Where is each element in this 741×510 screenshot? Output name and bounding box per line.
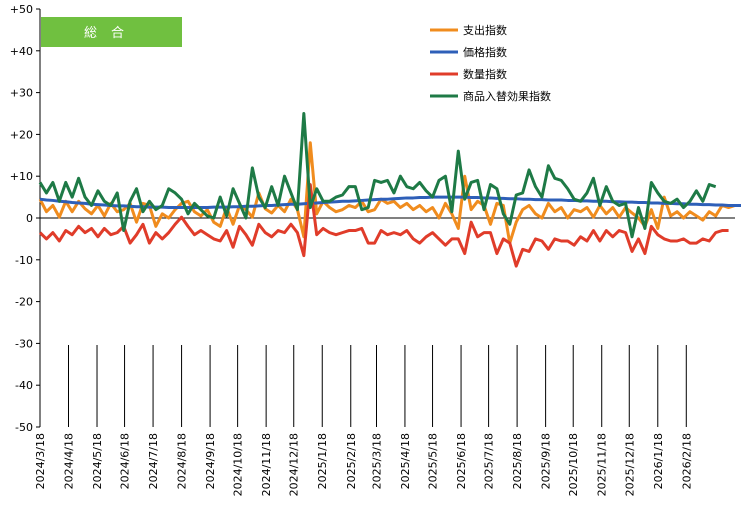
legend-label-1: 価格指数 [463, 45, 507, 59]
x-tick-label: 2024/8/18 [176, 433, 189, 489]
title-badge: 総合 [41, 17, 182, 47]
x-tick-label: 2025/12/18 [623, 433, 636, 496]
x-tick-label: 2024/7/18 [147, 433, 160, 489]
y-tick-label: -40 [15, 379, 33, 392]
x-tick-label: 2025/3/18 [370, 433, 383, 489]
y-tick-label: -20 [15, 296, 33, 309]
x-tick-label: 2025/1/18 [316, 433, 329, 489]
x-tick-label: 2024/11/18 [260, 433, 273, 496]
x-tick-label: 2025/11/18 [596, 433, 609, 496]
legend-label-0: 支出指数 [463, 23, 507, 37]
y-tick-label: +40 [10, 45, 33, 58]
x-tick-label: 2025/8/18 [511, 433, 524, 489]
y-tick-label: +50 [10, 3, 33, 16]
y-tick-label: -50 [15, 421, 33, 434]
legend-label-2: 数量指数 [463, 67, 507, 81]
x-tick-label: 2024/3/18 [34, 433, 47, 489]
series-line-2 [38, 183, 729, 268]
x-tick-label: 2024/12/18 [288, 433, 301, 496]
x-axis: 2024/3/18 2024/4/18 2024/5/18 2024/6/18 2024… [34, 217, 735, 496]
x-tick-label: 2025/4/18 [399, 433, 412, 489]
series-line-0 [38, 141, 736, 245]
x-tick-label: 2025/9/18 [540, 433, 553, 489]
series-group [38, 112, 741, 268]
x-tick-label: 2024/5/18 [91, 433, 104, 489]
y-tick-label: +30 [10, 87, 33, 100]
y-tick-label: -30 [15, 337, 33, 350]
series-line-3 [38, 112, 717, 239]
y-tick-label: -10 [15, 254, 33, 267]
y-tick-label: +10 [10, 170, 33, 183]
x-tick-label: 2025/2/18 [345, 433, 358, 489]
series-line-1 [39, 195, 741, 210]
title-badge-box [41, 17, 182, 47]
y-tick-label: +20 [10, 128, 33, 141]
x-tick-label: 2024/4/18 [63, 433, 76, 489]
y-tick-label: 0 [26, 212, 33, 225]
x-tick-label: 2024/9/18 [204, 433, 217, 489]
x-tick-label: 2026/2/18 [680, 433, 693, 489]
x-tick-label: 2026/1/18 [652, 433, 665, 489]
x-tick-label: 2024/10/18 [232, 433, 245, 496]
x-tick-label: 2025/10/18 [567, 433, 580, 496]
y-axis: +50 +40 +30 +20 +10 0 -10 -20 -30 -40 -50 [10, 3, 41, 434]
legend-label-3: 商品入替効果指数 [463, 89, 551, 103]
chart-title: 総合 [84, 26, 138, 41]
x-tick-label: 2025/5/18 [427, 433, 440, 489]
x-tick-label: 2025/7/18 [483, 433, 496, 489]
x-tick-label: 2024/6/18 [119, 433, 132, 489]
x-tick-label: 2025/6/18 [455, 433, 468, 489]
